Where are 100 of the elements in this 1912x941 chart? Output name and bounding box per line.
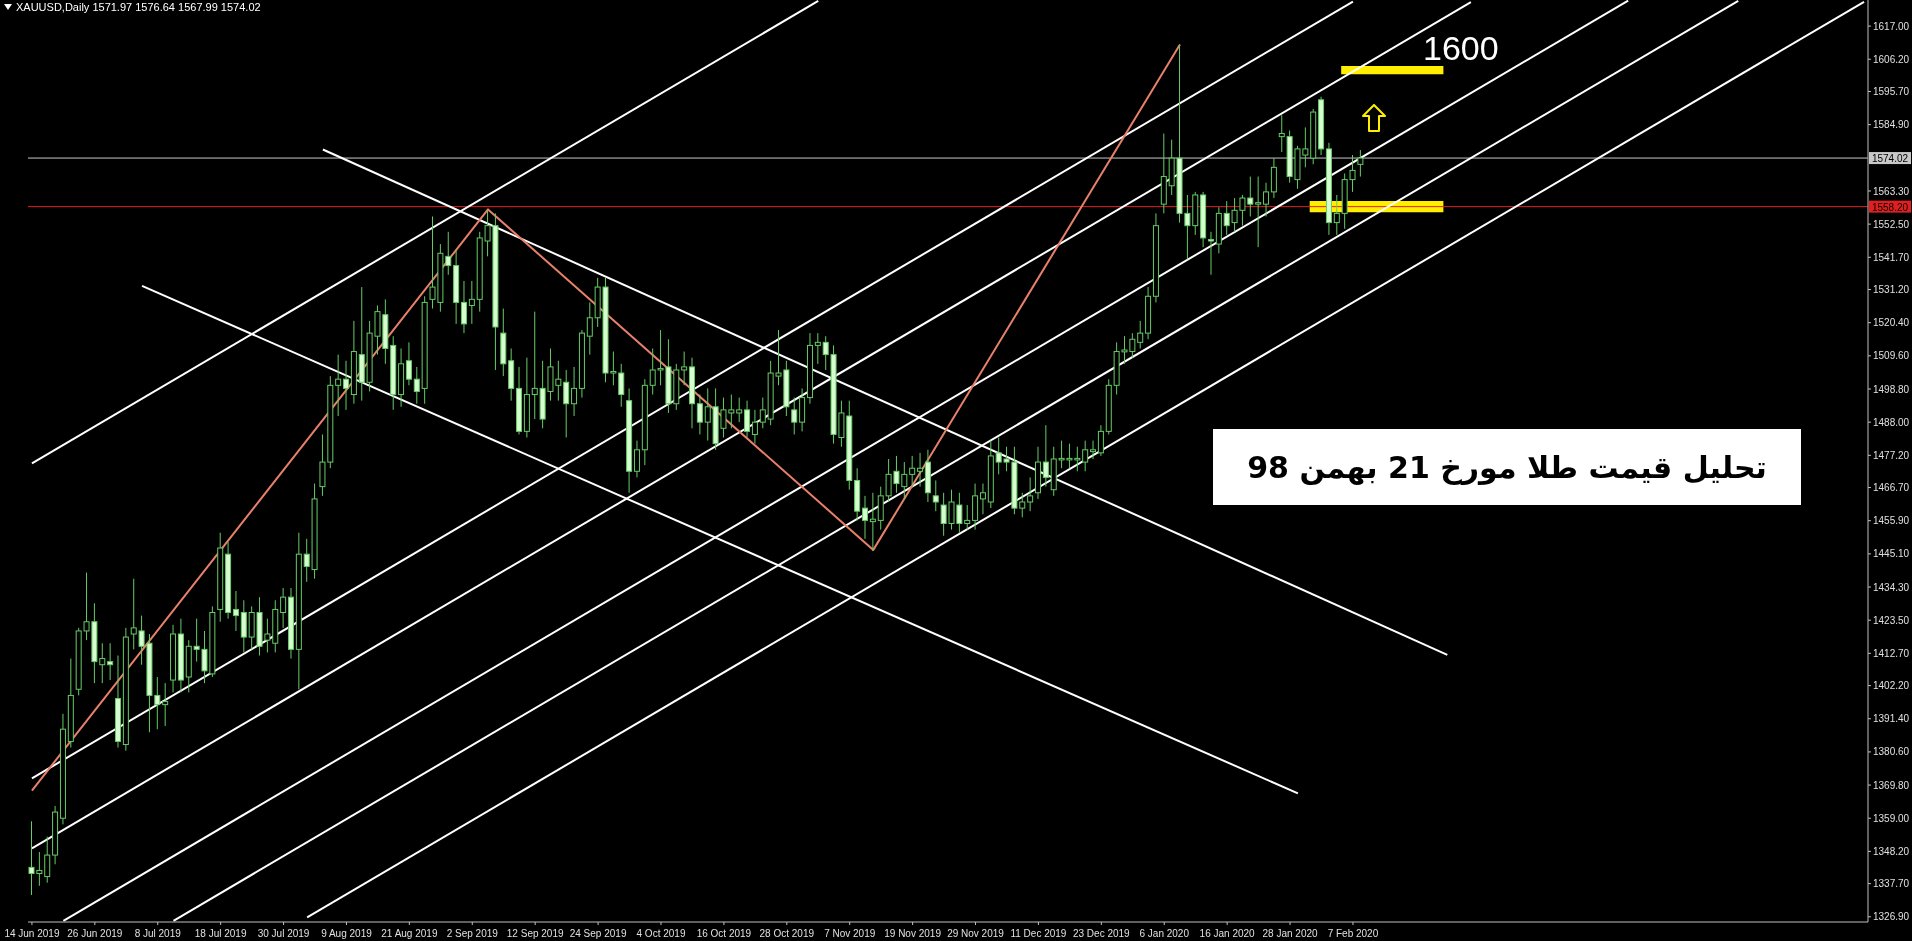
x-tick-label: 16 Jan 2020 [1199, 928, 1256, 939]
candlestick [563, 369, 570, 439]
x-tick-label: 26 Jun 2019 [67, 928, 123, 939]
candlestick [696, 394, 703, 435]
candlestick [295, 532, 302, 690]
x-tick-label: 21 Aug 2019 [381, 928, 438, 939]
candlestick [791, 397, 798, 435]
candlestick [421, 295, 428, 405]
candlestick [751, 409, 758, 445]
x-tick-label: 6 Jan 2020 [1139, 928, 1190, 939]
candlestick [1255, 176, 1262, 248]
y-tick-label: 1412.70 [1873, 647, 1910, 659]
candlestick [280, 587, 287, 629]
candlestick [869, 492, 876, 552]
ref-line-label: 1558.20 [1871, 201, 1909, 213]
candlestick [1035, 446, 1041, 500]
candlestick [232, 590, 239, 632]
candlestick [681, 351, 688, 386]
candlestick [979, 483, 986, 515]
x-tick-label: 16 Oct 2019 [696, 928, 752, 939]
candlestick [1090, 440, 1097, 460]
y-tick-label: 1552.50 [1873, 218, 1910, 230]
line-series [30, 43, 1181, 792]
y-tick-label: 1348.20 [1873, 845, 1910, 857]
candlestick [1333, 194, 1340, 236]
y-tick-label: 1337.70 [1873, 878, 1910, 890]
candlestick [1325, 142, 1332, 236]
candlestick [987, 440, 994, 509]
candlestick [1200, 191, 1207, 248]
x-tick-label: 19 Nov 2019 [884, 928, 942, 939]
candlestick [225, 541, 232, 620]
candlestick [1270, 157, 1277, 199]
candlestick [240, 599, 247, 653]
candlestick [1207, 231, 1214, 276]
candlestick [814, 332, 821, 365]
x-tick-label: 23 Dec 2019 [1072, 928, 1131, 939]
y-tick-label: 1369.80 [1873, 779, 1910, 791]
x-tick-label: 7 Feb 2020 [1327, 928, 1379, 939]
candlestick [1160, 133, 1167, 214]
candlestick [736, 397, 743, 423]
candlestick [1152, 212, 1159, 303]
candlestick [523, 357, 530, 439]
x-tick-label: 12 Sep 2019 [506, 928, 564, 939]
candlestick [1145, 286, 1152, 340]
x-tick-label: 7 Nov 2019 [824, 928, 876, 939]
y-tick-label: 1359.00 [1873, 812, 1910, 824]
candlestick [633, 440, 640, 478]
candlestick [744, 400, 751, 439]
y-tick-label: 1584.90 [1873, 119, 1910, 131]
candlestick [1310, 108, 1317, 165]
candlestick [115, 655, 121, 749]
x-tick-label: 28 Jan 2020 [1262, 928, 1319, 939]
y-tick-label: 1488.00 [1873, 416, 1910, 428]
y-tick-label: 1563.30 [1873, 185, 1910, 197]
candlestick [508, 347, 515, 402]
candlestick [799, 387, 806, 432]
candlestick [1027, 476, 1034, 512]
x-tick-label: 30 Jul 2019 [257, 928, 310, 939]
candlestick [500, 308, 507, 377]
candlestick [1318, 96, 1325, 156]
y-tick-label: 1477.20 [1873, 449, 1910, 461]
x-tick-label: 2 Sep 2019 [446, 928, 499, 939]
y-tick-label: 1380.60 [1873, 746, 1910, 758]
candlestick [586, 301, 593, 356]
candlestick [107, 642, 114, 681]
y-tick-label: 1617.00 [1873, 20, 1910, 32]
candlestick [1082, 440, 1089, 472]
candlestick [641, 378, 648, 466]
y-tick-label: 1520.40 [1873, 317, 1910, 329]
candlestick [689, 357, 696, 429]
x-tick-label: 9 Aug 2019 [321, 928, 373, 939]
chart-title: XAUUSD,Daily 1571.97 1576.64 1567.99 1574.02 [16, 1, 261, 13]
x-tick-label: 18 Jul 2019 [194, 928, 247, 939]
candlestick [390, 335, 397, 411]
candlestick [1215, 206, 1222, 254]
y-tick-label: 1402.20 [1873, 680, 1910, 692]
candlestick [177, 618, 184, 693]
candlestick [909, 455, 916, 488]
y-tick-label: 1445.10 [1873, 548, 1910, 560]
candlestick [806, 332, 813, 405]
candlestick [405, 341, 412, 386]
candlestick [413, 366, 420, 405]
x-tick-label: 24 Sep 2019 [569, 928, 627, 939]
y-tick-label: 1541.70 [1873, 251, 1910, 263]
candlestick [122, 627, 129, 752]
candlestick [1042, 424, 1049, 488]
candlestick [1357, 149, 1364, 178]
x-tick-label: 29 Nov 2019 [947, 928, 1005, 939]
candlestick [162, 682, 169, 727]
annotation: 1600 [1423, 29, 1499, 67]
candlestick [932, 480, 939, 512]
y-tick-label: 1423.50 [1873, 614, 1910, 626]
candlestick [170, 624, 177, 693]
candlestick [862, 495, 868, 540]
candlestick [335, 354, 342, 417]
candlestick [398, 347, 405, 408]
candlestick [343, 360, 350, 411]
candlestick [571, 366, 578, 417]
x-tick-label: 28 Oct 2019 [759, 928, 815, 939]
y-tick-label: 1531.20 [1873, 284, 1910, 296]
